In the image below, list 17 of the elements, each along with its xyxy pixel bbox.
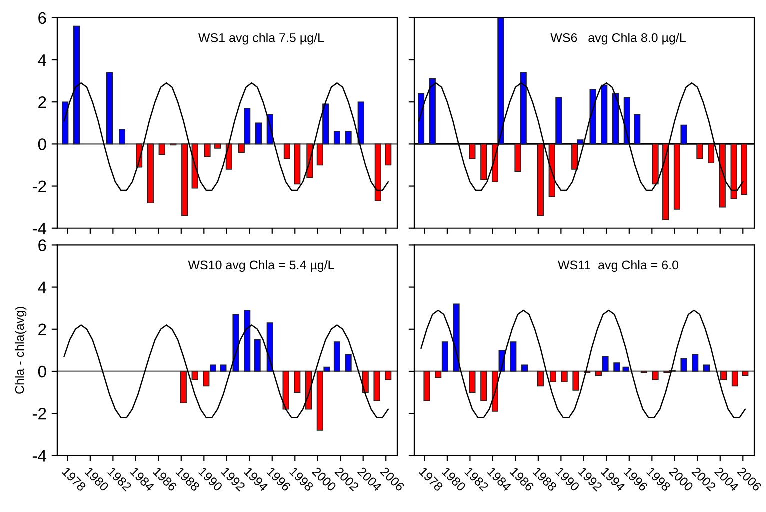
y-tick-label: -4 xyxy=(32,222,47,234)
y-tick-label: 2 xyxy=(38,96,46,108)
y-tick-label: 6 xyxy=(38,240,46,252)
annotation: WS1 avg chla 7.5 µg/L xyxy=(198,33,324,45)
y-tick-label: -4 xyxy=(32,450,47,462)
y-tick-label: 0 xyxy=(38,138,46,150)
annotation: WS11 avg Chla = 6.0 xyxy=(558,260,679,272)
annotation: WS10 avg Chla = 5.4 µg/L xyxy=(188,260,334,272)
y-tick-label: -2 xyxy=(32,408,46,420)
annotation: WS6 avg Chla 8.0 µg/L xyxy=(550,33,686,45)
y-tick-label: 4 xyxy=(38,54,47,66)
y-tick-label: 6 xyxy=(38,12,46,24)
y-axis-title: Chla - chla(avg) xyxy=(15,307,27,394)
y-tick-label: -2 xyxy=(32,180,46,192)
y-tick-label: 0 xyxy=(38,366,46,378)
y-tick-label: 2 xyxy=(38,324,46,336)
y-tick-label: 4 xyxy=(38,282,47,294)
